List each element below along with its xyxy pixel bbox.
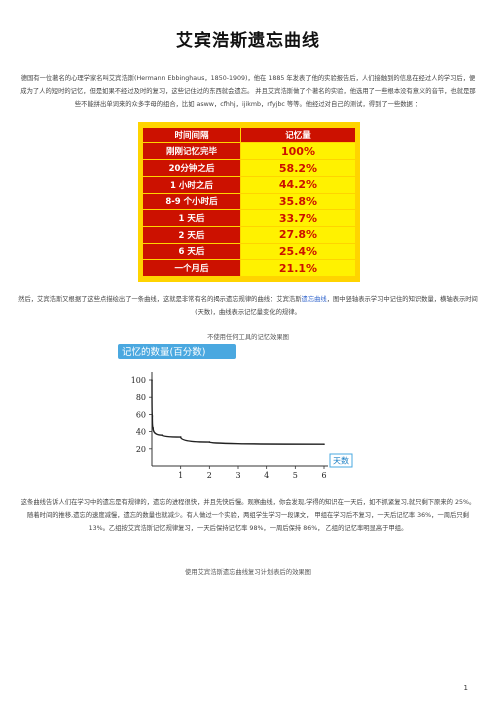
- table-cell-retention: 21.1%: [239, 259, 357, 277]
- data-point: [151, 379, 153, 381]
- x-tick-label: 2: [207, 471, 212, 480]
- table-header-row: 时间间隔 记忆量: [142, 126, 357, 144]
- table-row: 刚刚记忆完毕 100%: [142, 142, 357, 161]
- page-title: 艾宾浩斯遗忘曲线: [176, 31, 320, 51]
- data-point: [208, 441, 211, 443]
- table-cell-interval: 1 天后: [142, 209, 241, 227]
- table-cell-interval: 刚刚记忆完毕: [142, 142, 241, 161]
- table-cell-retention: 25.4%: [239, 242, 357, 261]
- table-cell-retention: 35.8%: [239, 192, 357, 211]
- curve-paragraph-text-1: 然后，艾宾浩斯又根据了这些点描绘出了一条曲线，这就是非常有名的揭示遗忘规律的曲线…: [18, 296, 302, 303]
- table-cell-retention: 100%: [239, 142, 357, 161]
- table-row: 20分钟之后 58.2%: [142, 159, 357, 177]
- table-cell-retention: 27.8%: [239, 225, 357, 244]
- table-row: 1 小时之后 44.2%: [142, 175, 357, 194]
- table-row: 一个月后 21.1%: [142, 259, 357, 277]
- x-tick-label: 4: [264, 471, 269, 480]
- table-cell-interval: 2 天后: [142, 225, 241, 244]
- table-row: 6 天后 25.4%: [142, 242, 357, 261]
- y-tick-label: 60: [136, 410, 146, 419]
- forgetting-curve-link[interactable]: 遗忘曲线: [301, 296, 327, 303]
- y-tick-label: 80: [136, 393, 146, 402]
- forgetting-curve-chart: 记忆的数量(百分数) 100 80 60 40 20 1 2 3 4 5 6 天数: [118, 344, 353, 480]
- curve-paragraph-text-2: ，图中竖轴表示学习中记住的知识数量，横轴表示时间(天数)，曲线表示记忆量变化的规…: [195, 296, 478, 317]
- data-point: [179, 436, 182, 438]
- table-cell-retention: 44.2%: [239, 175, 357, 194]
- data-point: [152, 427, 155, 429]
- table-cell-interval: 8-9 个小时后: [142, 192, 241, 211]
- x-tick-label: 1: [178, 471, 183, 480]
- x-tick-label: 3: [235, 471, 240, 480]
- table-cell-retention: 33.7%: [239, 209, 357, 227]
- data-point: [151, 415, 154, 417]
- chart-title-bg: [118, 344, 236, 359]
- page-number: 1: [463, 684, 468, 692]
- table-cell-interval: 一个月后: [142, 259, 241, 277]
- data-point: [161, 434, 164, 437]
- table-cell-retention: 58.2%: [239, 159, 357, 177]
- table-cell-interval: 1 小时之后: [142, 175, 241, 194]
- x-tick-label: 6: [321, 471, 326, 480]
- chart-caption: 不使用任何工具的记忆效果图: [207, 334, 289, 341]
- curve-paragraph: 然后，艾宾浩斯又根据了这些点描绘出了一条曲线，这就是非常有名的揭示遗忘规律的曲线…: [18, 293, 478, 319]
- table-row: 8-9 个小时后 35.8%: [142, 192, 357, 211]
- chart-title: 记忆的数量(百分数): [122, 346, 205, 358]
- x-axis-label: 天数: [333, 456, 349, 466]
- table-row: 1 天后 33.7%: [142, 209, 357, 227]
- data-point: [323, 443, 325, 445]
- table-cell-interval: 时间间隔: [142, 126, 241, 144]
- table-row: 2 天后 27.8%: [142, 225, 357, 244]
- table-cell-retention: 记忆量: [239, 126, 357, 144]
- x-tick-label: 5: [293, 471, 298, 480]
- y-tick-label: 20: [136, 445, 146, 454]
- intro-paragraph: 德国有一位著名的心理学家名叫艾宾浩斯(Hermann Ebbinghaus，18…: [20, 75, 476, 109]
- second-caption: 使用艾宾浩斯遗忘曲线复习计划表后的效果图: [185, 569, 311, 576]
- x-label-box: [329, 453, 353, 468]
- closing-paragraph: 这条曲线告诉人们在学习中的遗忘是有规律的，遗忘的进程很快，并且先快后慢。观察曲线…: [20, 499, 476, 533]
- table-cell-interval: 6 天后: [142, 242, 241, 261]
- y-tick-label: 100: [131, 376, 146, 385]
- table-cell-interval: 20分钟之后: [142, 159, 241, 177]
- y-tick-label: 40: [136, 428, 146, 437]
- memory-table: 时间间隔 记忆量 刚刚记忆完毕 100% 20分钟之后 58.2% 1 小时之后 44.2% 8…: [138, 122, 360, 282]
- forgetting-curve-line: [151, 379, 325, 445]
